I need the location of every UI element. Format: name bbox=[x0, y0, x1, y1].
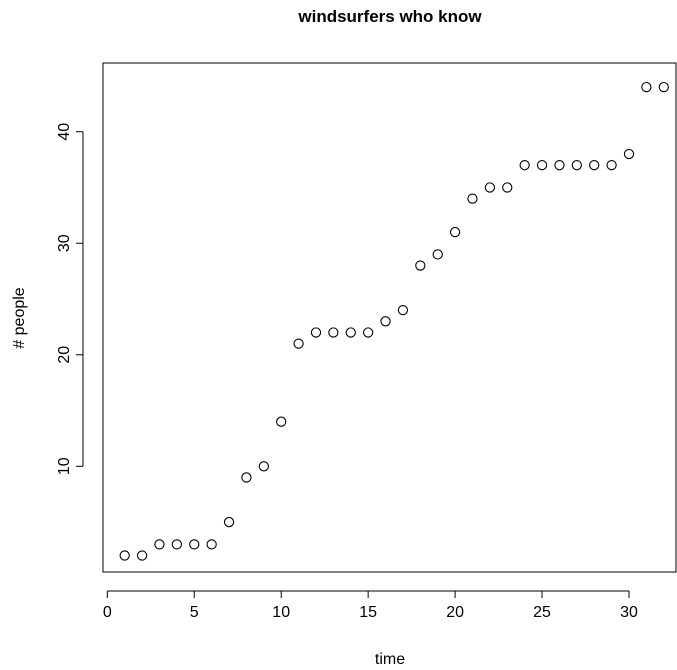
data-point bbox=[536, 160, 548, 171]
data-point bbox=[589, 160, 600, 171]
x-tick-label: 0 bbox=[103, 604, 112, 621]
data-point bbox=[223, 516, 235, 528]
data-points bbox=[119, 81, 669, 561]
data-point bbox=[328, 327, 339, 338]
data-point bbox=[206, 539, 217, 550]
data-point bbox=[276, 416, 287, 427]
x-tick-label: 25 bbox=[533, 604, 551, 621]
plot-frame bbox=[102, 62, 677, 573]
data-point bbox=[310, 327, 322, 338]
data-point bbox=[432, 249, 443, 260]
x-axis: 0 5 10 15 20 25 30 bbox=[103, 590, 638, 621]
data-point bbox=[484, 182, 496, 193]
data-point bbox=[658, 81, 669, 93]
data-point bbox=[554, 160, 565, 171]
data-point bbox=[119, 550, 130, 561]
data-point bbox=[154, 539, 165, 550]
data-point bbox=[380, 316, 391, 327]
data-point bbox=[136, 550, 148, 561]
data-point bbox=[362, 327, 374, 338]
data-point bbox=[571, 160, 582, 171]
y-tick-label: 20 bbox=[56, 346, 73, 364]
chart-title: windsurfers who know bbox=[297, 7, 482, 26]
data-point bbox=[449, 226, 461, 238]
data-point bbox=[467, 193, 478, 204]
y-tick-label: 30 bbox=[56, 234, 73, 252]
x-tick-label: 15 bbox=[359, 604, 377, 621]
x-axis-label: time bbox=[375, 651, 405, 668]
data-point bbox=[293, 338, 304, 349]
data-point bbox=[241, 472, 252, 483]
data-point bbox=[397, 305, 409, 316]
data-point bbox=[189, 539, 200, 550]
x-tick-label: 10 bbox=[272, 604, 290, 621]
y-tick-label: 10 bbox=[56, 457, 73, 475]
x-tick-label: 20 bbox=[446, 604, 464, 621]
data-point bbox=[502, 182, 513, 193]
data-point bbox=[415, 260, 426, 271]
y-axis: 10 20 30 40 bbox=[56, 123, 84, 475]
data-point bbox=[623, 148, 635, 160]
data-point bbox=[345, 327, 356, 338]
x-tick-label: 30 bbox=[620, 604, 638, 621]
y-axis-label: # people bbox=[11, 287, 28, 348]
data-point bbox=[171, 539, 183, 550]
y-tick-label: 40 bbox=[56, 123, 73, 141]
x-tick-label: 5 bbox=[190, 604, 199, 621]
data-point bbox=[258, 461, 269, 472]
data-point bbox=[519, 160, 530, 171]
data-point bbox=[641, 81, 652, 93]
data-point bbox=[606, 160, 617, 171]
